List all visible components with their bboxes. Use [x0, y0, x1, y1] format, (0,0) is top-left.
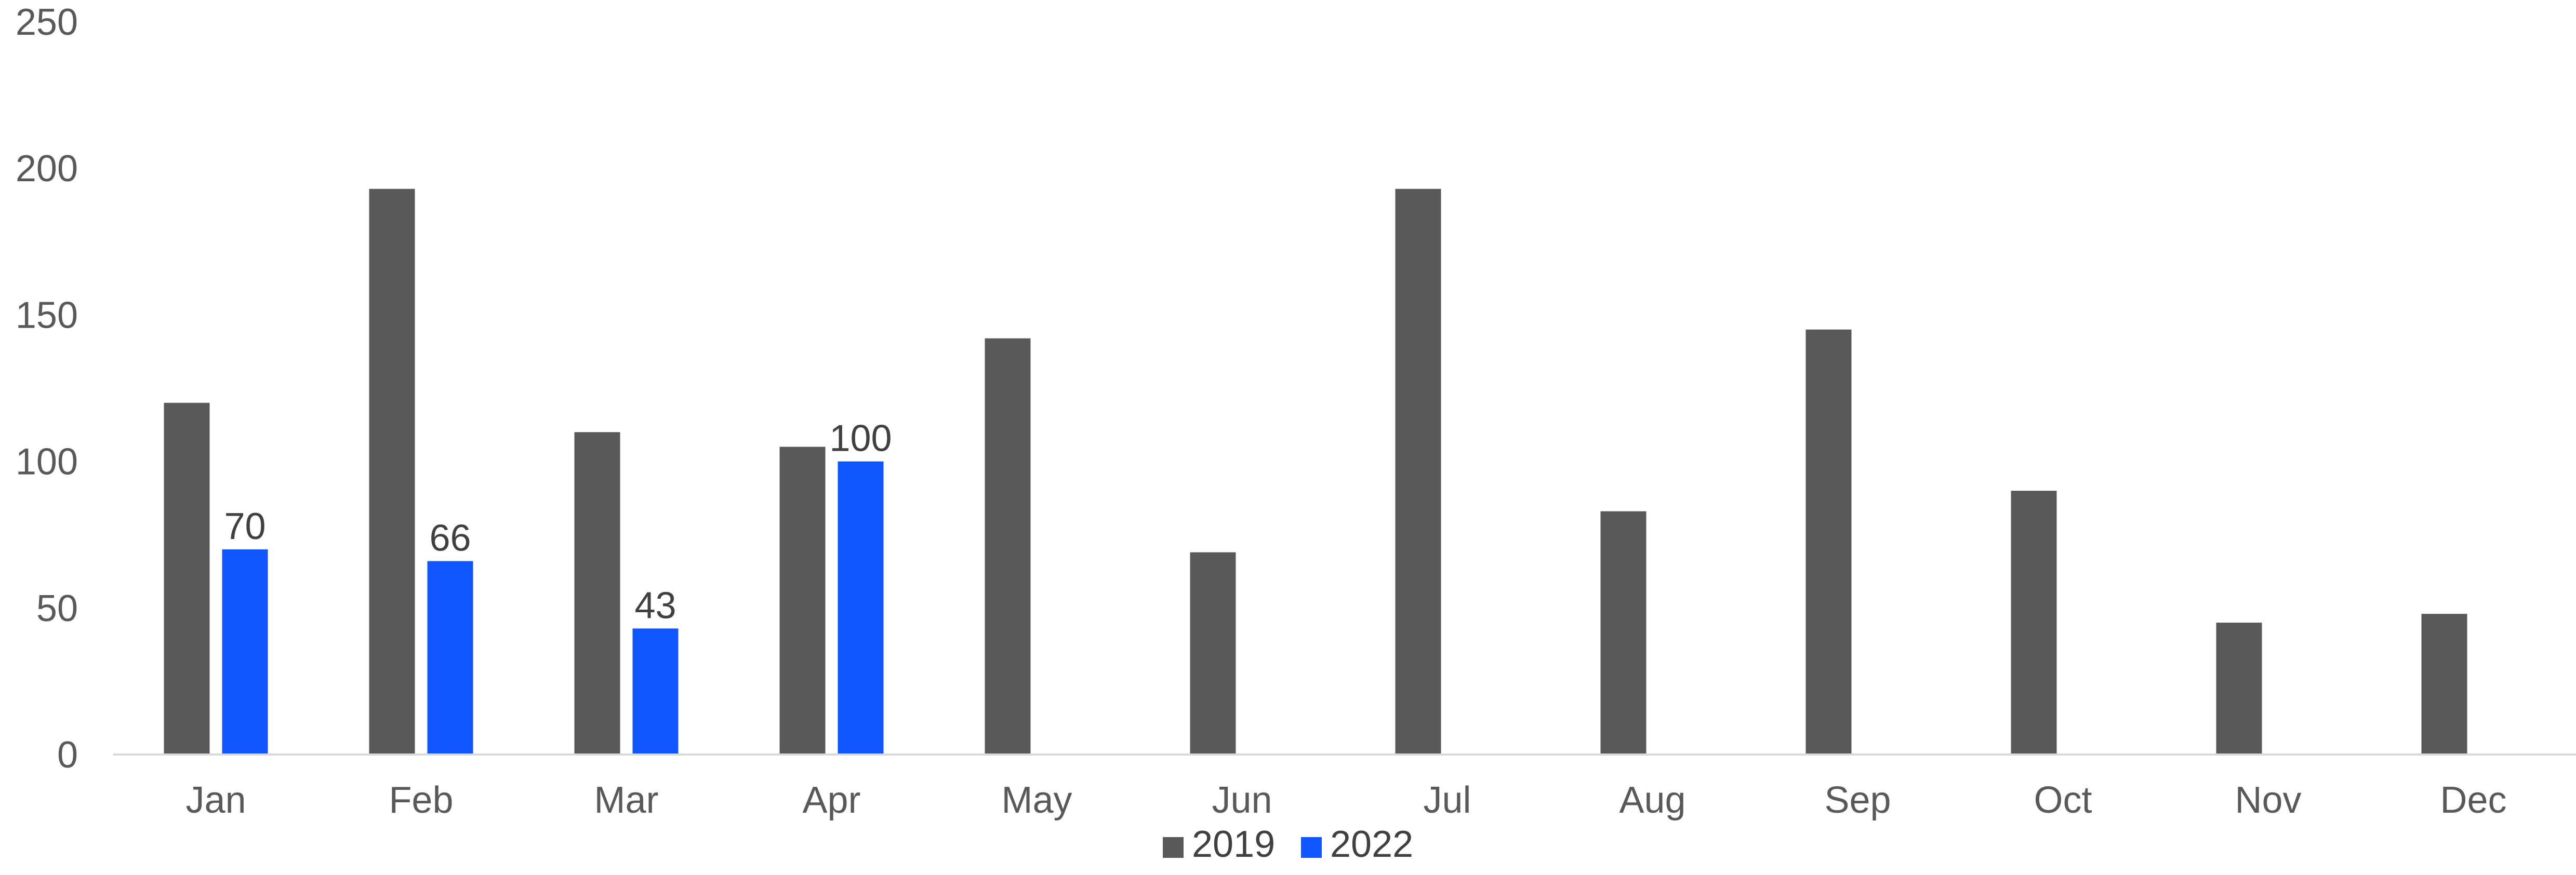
y-axis-tick-labels: 0 50 100 150 200 250: [16, 2, 78, 776]
x-tick-label: Apr: [802, 779, 860, 821]
x-tick-label: Nov: [2235, 779, 2301, 821]
y-tick-label: 100: [16, 441, 78, 483]
bar-2019-sep: [1805, 329, 1852, 755]
x-tick-label: Aug: [1619, 779, 1685, 821]
x-tick-label: Jul: [1423, 779, 1471, 821]
legend-label-2022: 2022: [1330, 824, 1413, 865]
bar-2022-jan: [222, 549, 268, 755]
y-tick-label: 150: [16, 294, 78, 336]
bar-2019-dec: [2421, 614, 2467, 755]
bar-2022-mar: [632, 628, 679, 755]
data-label-2022-mar: 43: [634, 585, 676, 626]
bar-2019-aug: [1600, 511, 1646, 755]
legend-swatch-2022: [1301, 837, 1322, 858]
bar-series-group: [164, 189, 2467, 755]
y-tick-label: 0: [57, 734, 78, 776]
x-tick-label: Dec: [2440, 779, 2506, 821]
legend: 2019 2022: [1163, 824, 1413, 865]
bar-2019-apr: [779, 447, 826, 755]
y-tick-label: 250: [16, 2, 78, 43]
bar-2022-apr: [838, 461, 884, 755]
x-axis-tick-labels: Jan Feb Mar Apr May Jun Jul Aug Sep Oct Nov Dec: [185, 779, 2506, 821]
bar-2019-mar: [574, 432, 620, 755]
legend-label-2019: 2019: [1192, 824, 1275, 865]
x-tick-label: Jun: [1212, 779, 1272, 821]
data-label-2022-feb: 66: [429, 517, 471, 559]
data-label-2022-jan: 70: [224, 506, 265, 547]
y-tick-label: 200: [16, 148, 78, 190]
x-tick-label: Feb: [389, 779, 453, 821]
y-tick-label: 50: [36, 588, 78, 629]
x-tick-label: Mar: [594, 779, 659, 821]
x-tick-label: Oct: [2034, 779, 2092, 821]
data-label-2022-apr: 100: [829, 418, 892, 460]
bar-2019-feb: [369, 189, 415, 755]
legend-swatch-2019: [1163, 837, 1184, 858]
bar-2019-jan: [164, 402, 210, 755]
x-tick-label: May: [1001, 779, 1072, 821]
bar-2019-oct: [2011, 491, 2057, 755]
x-tick-label: Sep: [1824, 779, 1891, 821]
bar-2019-jun: [1190, 552, 1236, 755]
x-tick-label: Jan: [185, 779, 246, 821]
data-labels-group: 70 66 43 100: [224, 418, 892, 627]
bar-2019-nov: [2216, 623, 2262, 755]
bar-2019-may: [985, 338, 1031, 755]
bar-2019-jul: [1395, 189, 1441, 755]
bar-2022-feb: [427, 561, 473, 755]
